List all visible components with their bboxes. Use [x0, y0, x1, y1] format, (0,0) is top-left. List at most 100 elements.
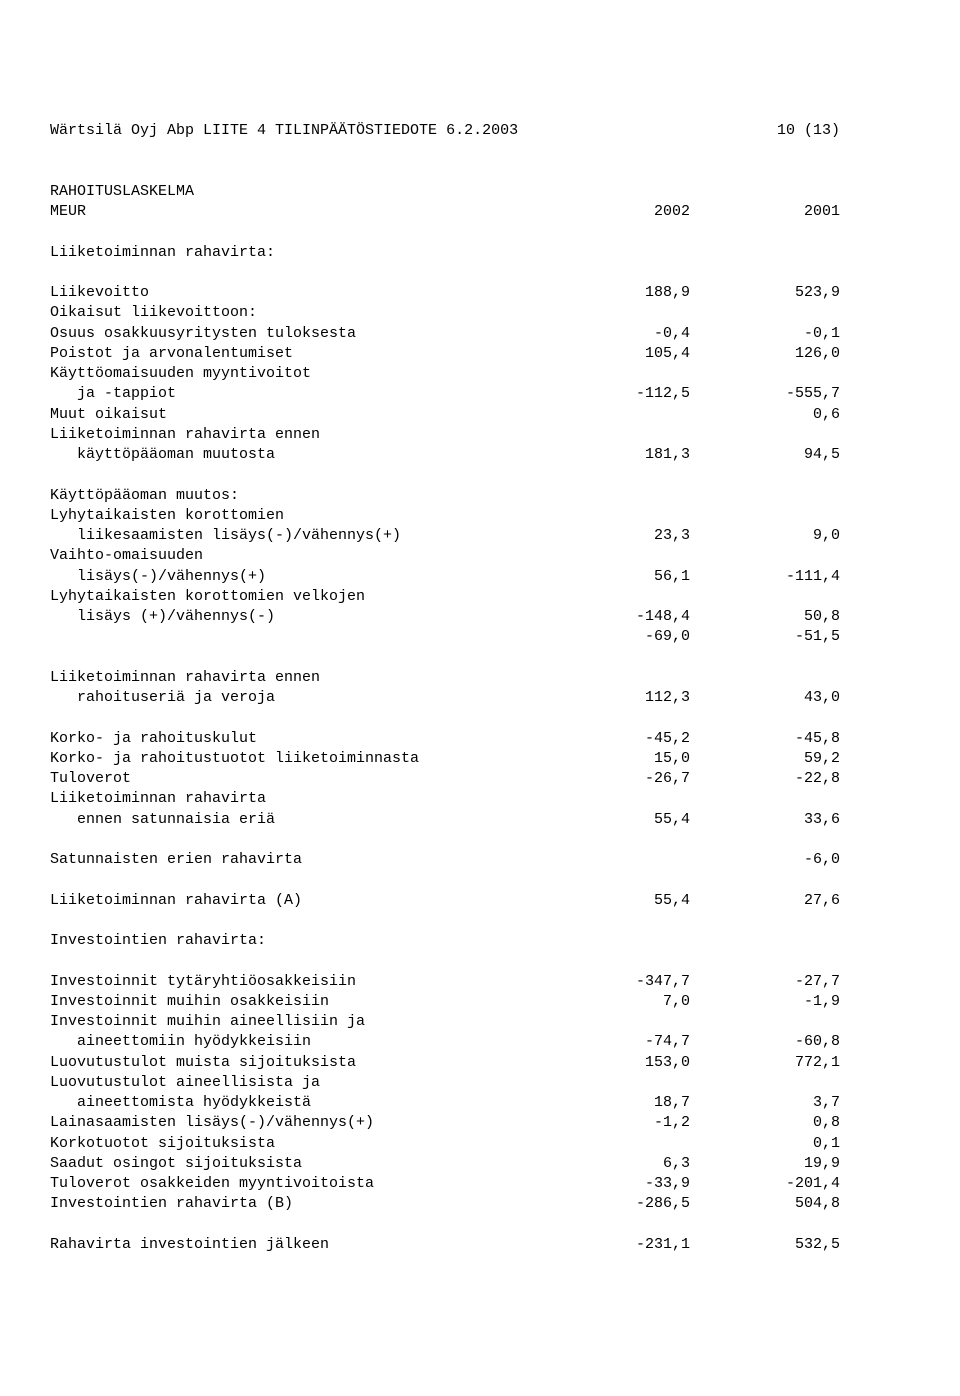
blank-row	[50, 1215, 910, 1235]
row-value-1: -69,0	[570, 627, 690, 647]
blank-row	[50, 870, 910, 890]
table-row: aineettomiin hyödykkeisiin-74,7-60,8	[50, 1032, 910, 1052]
row-value-1: -74,7	[570, 1032, 690, 1052]
row-label: Luovutustulot muista sijoituksista	[50, 1053, 570, 1073]
table-row: Käyttöomaisuuden myyntivoitot	[50, 364, 910, 384]
section-title: Liiketoiminnan rahavirta:	[50, 243, 910, 263]
row-value-2: 126,0	[690, 344, 840, 364]
row-value-2: -27,7	[690, 972, 840, 992]
table-row: Liiketoiminnan rahavirta ennen	[50, 668, 910, 688]
row-value-1: -0,4	[570, 324, 690, 344]
row-value-1: -347,7	[570, 972, 690, 992]
row-value-2: -60,8	[690, 1032, 840, 1052]
table-row: Investoinnit tytäryhtiöosakkeisiin-347,7…	[50, 972, 910, 992]
row-label: Liikevoitto	[50, 283, 570, 303]
row-value-2: 0,1	[690, 1134, 840, 1154]
table-row: Saadut osingot sijoituksista6,319,9	[50, 1154, 910, 1174]
blank-row	[50, 465, 910, 485]
row-value-2: 0,6	[690, 405, 840, 425]
document-root: Wärtsilä Oyj Abp LIITE 4 TILINPÄÄTÖSTIED…	[50, 121, 910, 1255]
row-label: ja -tappiot	[50, 384, 570, 404]
page-header: Wärtsilä Oyj Abp LIITE 4 TILINPÄÄTÖSTIED…	[50, 121, 910, 141]
table-row: Satunnaisten erien rahavirta -6,0	[50, 850, 910, 870]
row-value-2: 27,6	[690, 891, 840, 911]
row-value-2: -1,9	[690, 992, 840, 1012]
table-row: Muut oikaisut 0,6	[50, 405, 910, 425]
table-row: Liikevoitto188,9523,9	[50, 283, 910, 303]
row-value-2: -6,0	[690, 850, 840, 870]
table-row: Korkotuotot sijoituksista0,1	[50, 1134, 910, 1154]
row-value-1: 23,3	[570, 526, 690, 546]
blank-row	[50, 708, 910, 728]
blank-row	[50, 648, 910, 668]
row-label: lisäys (+)/vähennys(-)	[50, 607, 570, 627]
table-row: Vaihto-omaisuuden	[50, 546, 910, 566]
row-label: Poistot ja arvonalentumiset	[50, 344, 570, 364]
row-value-2: 523,9	[690, 283, 840, 303]
row-value-1: 15,0	[570, 749, 690, 769]
row-label: Liiketoiminnan rahavirta ennen	[50, 668, 570, 688]
row-label: Muut oikaisut	[50, 405, 570, 425]
row-value-1: -112,5	[570, 384, 690, 404]
row-label: Liiketoiminnan rahavirta:	[50, 243, 570, 263]
row-label: käyttöpääoman muutosta	[50, 445, 570, 465]
row-value-1: 55,4	[570, 891, 690, 911]
table-row: Korko- ja rahoitustuotot liiketoiminnast…	[50, 749, 910, 769]
row-value-2: 532,5	[690, 1235, 840, 1255]
table-row: ennen satunnaisia eriä55,433,6	[50, 810, 910, 830]
section-title: Käyttöpääoman muutos:	[50, 486, 910, 506]
row-label: lisäys(-)/vähennys(+)	[50, 567, 570, 587]
table-row: Investoinnit muihin aineellisiin ja	[50, 1012, 910, 1032]
row-label: Satunnaisten erien rahavirta	[50, 850, 570, 870]
row-value-2: 3,7	[690, 1093, 840, 1113]
row-value-2: -201,4	[690, 1174, 840, 1194]
row-label: Liiketoiminnan rahavirta ennen	[50, 425, 570, 445]
blank-row	[50, 911, 910, 931]
table-row: Lainasaamisten lisäys(-)/vähennys(+)-1,2…	[50, 1113, 910, 1133]
table-row: Liiketoiminnan rahavirta (A)55,427,6	[50, 891, 910, 911]
row-label: Tuloverot osakkeiden myyntivoitoista	[50, 1174, 570, 1194]
document-title: RAHOITUSLASKELMA	[50, 182, 910, 202]
table-row: Tuloverot-26,7-22,8	[50, 769, 910, 789]
row-value-2: -111,4	[690, 567, 840, 587]
row-value-1: 6,3	[570, 1154, 690, 1174]
row-value-1: 153,0	[570, 1053, 690, 1073]
row-label: Liiketoiminnan rahavirta (A)	[50, 891, 570, 911]
row-value-1: -231,1	[570, 1235, 690, 1255]
row-value-1: -1,2	[570, 1113, 690, 1133]
table-row: Liiketoiminnan rahavirta	[50, 789, 910, 809]
row-value-1: 105,4	[570, 344, 690, 364]
row-value-2: -22,8	[690, 769, 840, 789]
row-value-2: -555,7	[690, 384, 840, 404]
row-label: Korko- ja rahoitustuotot liiketoiminnast…	[50, 749, 570, 769]
table-row: liikesaamisten lisäys(-)/vähennys(+)23,3…	[50, 526, 910, 546]
row-value-1: 188,9	[570, 283, 690, 303]
row-value-1: 181,3	[570, 445, 690, 465]
table-row: Oikaisut liikevoittoon:	[50, 303, 910, 323]
blank-row	[50, 263, 910, 283]
row-value-1: -33,9	[570, 1174, 690, 1194]
header-right: 10 (13)	[690, 121, 840, 141]
table-row: Luovutustulot muista sijoituksista153,07…	[50, 1053, 910, 1073]
table-row: Investointien rahavirta (B)-286,5504,8	[50, 1194, 910, 1214]
row-label: ennen satunnaisia eriä	[50, 810, 570, 830]
row-label: aineettomista hyödykkeistä	[50, 1093, 570, 1113]
table-row: Liiketoiminnan rahavirta ennen	[50, 425, 910, 445]
table-row: ja -tappiot-112,5-555,7	[50, 384, 910, 404]
table-row: rahoituseriä ja veroja112,343,0	[50, 688, 910, 708]
table-row: Luovutustulot aineellisista ja	[50, 1073, 910, 1093]
row-label: Käyttöpääoman muutos:	[50, 486, 570, 506]
table-row: käyttöpääoman muutosta181,394,5	[50, 445, 910, 465]
row-label: Saadut osingot sijoituksista	[50, 1154, 570, 1174]
row-value-1: -286,5	[570, 1194, 690, 1214]
row-label: Investointien rahavirta:	[50, 931, 570, 951]
row-value-2: 50,8	[690, 607, 840, 627]
table-row: lisäys (+)/vähennys(-)-148,450,8	[50, 607, 910, 627]
row-label: Investoinnit muihin aineellisiin ja	[50, 1012, 570, 1032]
row-value-2: 43,0	[690, 688, 840, 708]
row-value-1: 2002	[570, 202, 690, 222]
row-value-1: 56,1	[570, 567, 690, 587]
row-value-2: 2001	[690, 202, 840, 222]
row-label: Investoinnit muihin osakkeisiin	[50, 992, 570, 1012]
blank-row	[50, 222, 910, 242]
